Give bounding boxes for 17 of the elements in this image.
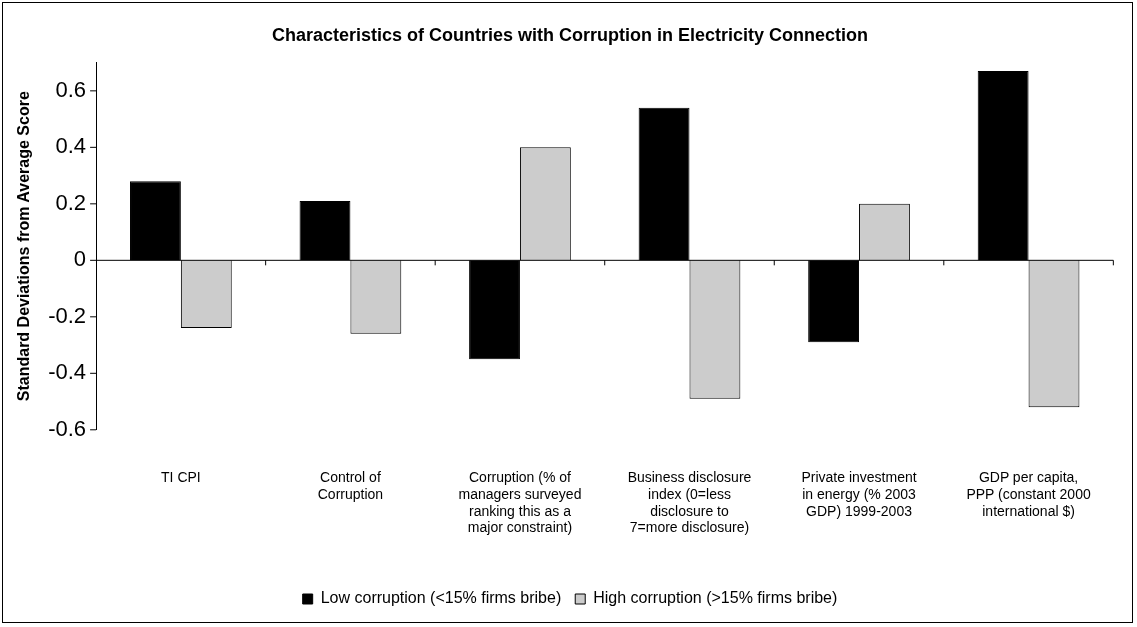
y-tick-label: -0.2 xyxy=(48,302,87,328)
x-tick-label: GDP per capita, PPP (constant 2000 international $) xyxy=(966,469,1091,519)
y-tick-label: 0.4 xyxy=(55,133,87,159)
x-tick-label: TI CPI xyxy=(161,469,201,486)
y-tick-label: 0.2 xyxy=(55,189,87,215)
x-tick-label: Control of Corruption xyxy=(317,469,384,502)
x-tick-label: Corruption (% of managers surveyed ranking this as a major constraint) xyxy=(458,469,582,536)
x-tick-label: Private investment in energy (% 2003 GDP) 1999-2003 xyxy=(801,469,917,519)
legend-label: Low corruption (<15% firms bribe) xyxy=(320,589,562,607)
y-tick-label: 0.6 xyxy=(55,76,87,102)
x-tick-label: Business disclosure index (0=less disclosure to 7=more disclosure) xyxy=(627,469,752,536)
legend-label: High corruption (>15% firms bribe) xyxy=(593,589,838,607)
chart-title: Characteristics of Countries with Corruption in Electricity Connection xyxy=(271,24,869,45)
y-axis-title: Standard Deviations from Average Score xyxy=(15,91,33,402)
y-tick-label: 0 xyxy=(73,246,87,272)
y-tick-label: -0.6 xyxy=(48,415,87,441)
y-tick-label: -0.4 xyxy=(48,359,87,385)
